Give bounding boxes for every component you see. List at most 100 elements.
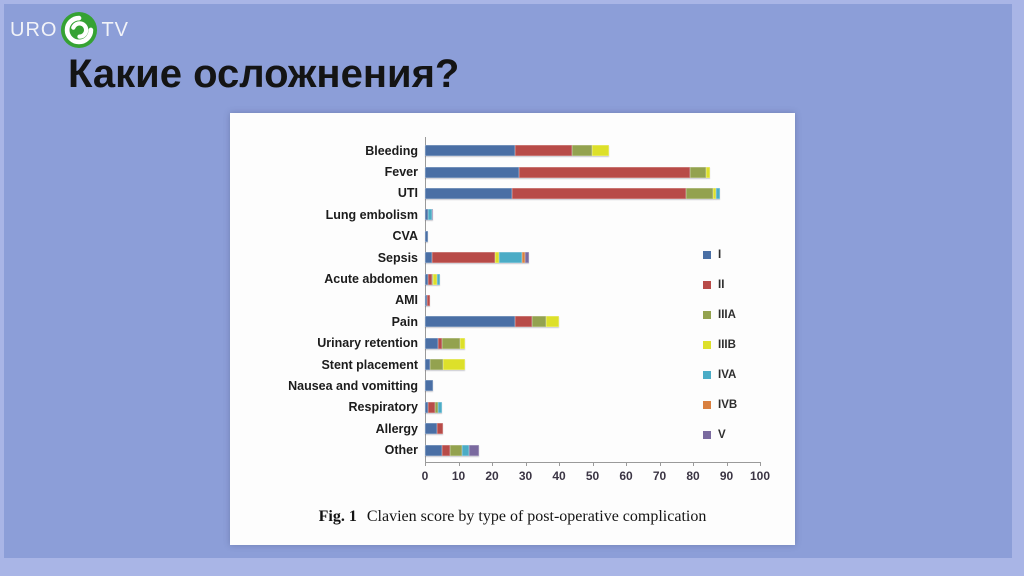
x-tick-mark [492,462,493,466]
legend-swatch-IVA [703,371,711,379]
x-tick-label: 80 [686,469,700,483]
bar-segment-II [441,444,451,456]
category-label: Stent placement [321,357,418,372]
stacked-bar [425,252,529,264]
bar-segment-I [425,401,429,413]
caption-figure-number: Fig. 1 [318,508,357,525]
chart-row: AMI [230,290,795,311]
stacked-bar [425,145,610,157]
category-label: Lung embolism [325,207,418,222]
bar-segment-I [425,423,437,435]
bar-segment-IVA [436,273,441,285]
stacked-bar [425,423,444,435]
logo-tv-text: TV [101,18,130,41]
legend-label: IVB [718,399,738,411]
bar-segment-IIIB [545,316,559,328]
bar-segment-II [431,252,496,264]
slide-title: Какие осложнения? [68,52,460,96]
bar-segment-I [425,380,434,392]
legend-item: II [703,270,737,300]
bar-segment-IIIA [431,273,434,285]
bar-segment-IIIA [430,359,444,371]
legend-swatch-IVB [703,401,711,409]
legend-item: I [703,240,737,270]
category-label: Other [384,443,418,458]
figure-caption: Fig. 1 Clavien score by type of post-oper… [230,508,795,526]
bar-segment-IIIA [689,166,707,178]
stacked-bar [425,294,431,306]
clavien-score-chart: Bleeding Fever UTI Lung embolism CVA Sepsis Ac… [230,113,795,545]
x-tick-mark [559,462,560,466]
x-tick-label: 50 [585,469,600,483]
x-tick-label: 30 [518,469,533,483]
bar-segment-V [525,252,529,264]
category-label: Respiratory [348,400,418,415]
category-label: Nausea and vomitting [288,378,418,393]
x-tick-label: 100 [749,469,771,483]
x-tick-mark [726,462,728,466]
chart-row: Respiratory [230,397,795,418]
category-label: Urinary retention [317,336,418,351]
bar-segment-IIIA [686,187,714,199]
category-label: Pain [391,314,418,329]
bar-segment-I [425,273,429,285]
x-tick-label: 60 [619,469,633,483]
bar-segment-IVA [461,444,469,456]
stacked-bar [425,337,466,349]
bar-segment-I [425,294,427,306]
bar-segment-II [436,423,444,435]
bar-segment-I [425,252,432,264]
legend-label: IIIB [718,339,736,351]
chart-row: CVA [230,226,795,247]
chart-row: Nausea and vomitting [230,375,795,396]
legend-item: IVB [703,390,737,420]
bar-segment-IVA [438,401,442,413]
urotv-logo: URO TV [10,10,129,50]
x-tick-mark [659,462,661,466]
chart-row: Urinary retention [230,333,795,354]
bar-segment-II [515,316,533,328]
legend-swatch-V [703,431,711,439]
bar-segment-IIIB [433,273,437,285]
bar-segment-IVA [716,187,720,199]
chart-row: Sepsis [230,247,795,268]
category-label: Fever [384,165,418,180]
bar-segment-IIIB [495,252,499,264]
bar-segment-IIIA [572,145,593,157]
chart-row: Lung embolism [230,204,795,225]
stacked-bar [425,187,720,199]
bar-segment-IIIB [713,187,717,199]
x-tick-mark [626,462,627,466]
bar-segment-I [425,337,439,349]
x-tick-mark [425,462,426,466]
stacked-bar [425,380,434,392]
logo-uro-text: URO [10,18,58,41]
x-tick-label: 40 [552,469,566,483]
bar-segment-I [425,187,513,199]
stacked-bar [425,166,710,178]
bar-segment-II [428,401,436,413]
chart-rows: Bleeding Fever UTI Lung embolism CVA Sepsis Ac… [230,140,795,461]
bar-segment-IVA [428,209,432,221]
category-label: UTI [397,186,418,201]
bar-segment-IVB [522,252,526,264]
presentation-slide: URO TV Какие осложнения? Bleeding Fever UT… [4,4,1012,558]
bar-segment-I [425,209,429,221]
category-label: Sepsis [377,250,418,265]
x-tick-label: 70 [652,469,667,483]
category-label: CVA [392,229,418,244]
chart-row: Bleeding [230,140,795,161]
bar-segment-IIIB [443,359,466,371]
bar-segment-I [425,166,519,178]
legend-item: V [703,420,737,450]
bar-segment-IIIB [706,166,710,178]
bar-segment-I [425,230,429,242]
legend-label: IIIA [718,309,736,321]
chart-row: Fever [230,161,795,182]
bar-segment-II [512,187,687,199]
chart-row: Allergy [230,418,795,439]
legend-item: IIIA [703,300,737,330]
x-tick-label: 0 [421,469,429,483]
x-tick-mark [592,462,594,466]
legend-item: IIIB [703,330,737,360]
